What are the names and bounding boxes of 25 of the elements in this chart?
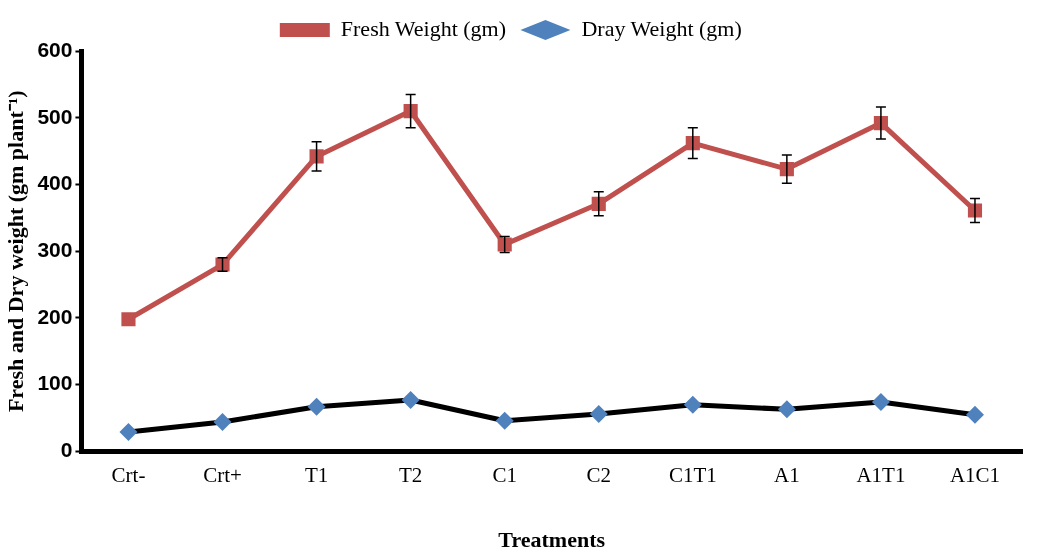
x-tick-label: T2 [398,462,423,487]
point [309,149,324,164]
legend-label: Fresh Weight (gm) [340,15,507,41]
x-tick-label: A1 [774,462,800,487]
x-axis-title: Treatments [498,527,606,553]
x-tick-label: A1T1 [856,462,906,487]
x-tick-label: Crt+ [203,462,242,487]
point [403,103,418,119]
y-tick-label: 400 [37,171,73,195]
y-tick-label: 300 [37,238,73,261]
y-tick-label: 100 [37,371,73,395]
y-tick-label: 0 [60,438,73,462]
y-tick-label: 200 [37,304,73,328]
x-tick-label: C1T1 [668,462,717,487]
x-tick-label: A1C1 [949,462,1001,487]
y-axis-title: Fresh and Dry weight (gm plant⁻¹) [2,90,28,413]
y-tick-label: 500 [37,104,73,128]
legend-label: Dray Weight (gm) [581,15,742,41]
y-tick-label: 600 [37,37,73,61]
x-tick-label: T1 [304,462,329,487]
x-tick-label: C2 [586,462,611,487]
point [591,196,606,211]
x-tick-label: C1 [492,462,517,487]
point [121,312,136,327]
x-tick-label: Crt- [111,462,146,487]
